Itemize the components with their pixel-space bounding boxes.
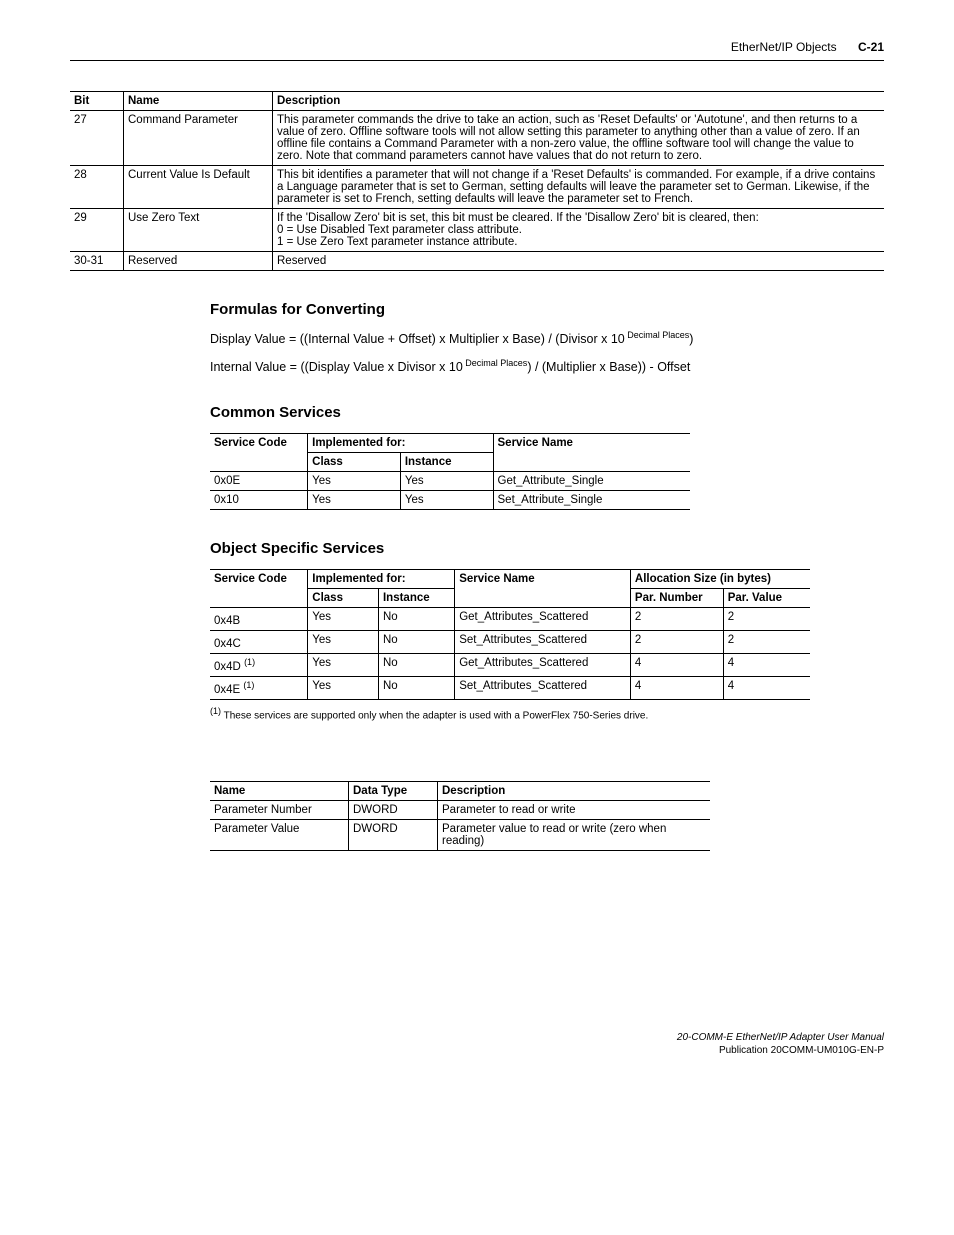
table-row: 27 Command Parameter This parameter comm…: [70, 111, 884, 166]
footer-pub: Publication 20COMM-UM010G-EN-P: [70, 1044, 884, 1057]
bit-table: Bit Name Description 27 Command Paramete…: [70, 91, 884, 271]
table-row: 0x4B Yes No Get_Attributes_Scattered 2 2: [210, 608, 810, 631]
table-row: Parameter Number DWORD Parameter to read…: [210, 800, 710, 819]
page-footer: 20-COMM-E EtherNet/IP Adapter User Manua…: [70, 1031, 884, 1057]
common-services-table: Service Code Implemented for: Service Na…: [210, 433, 690, 510]
footer-title: 20-COMM-E EtherNet/IP Adapter User Manua…: [70, 1031, 884, 1044]
formula-internal: Internal Value = ((Display Value x Divis…: [210, 358, 884, 374]
header-page: C-21: [858, 40, 884, 54]
table-row: 29 Use Zero Text If the 'Disallow Zero' …: [70, 209, 884, 252]
formulas-heading: Formulas for Converting: [210, 301, 884, 318]
table-row: 0x4D (1) Yes No Get_Attributes_Scattered…: [210, 653, 810, 676]
table-row: 28 Current Value Is Default This bit ide…: [70, 166, 884, 209]
name-table: Name Data Type Description Parameter Num…: [210, 781, 710, 851]
th-desc: Description: [273, 92, 885, 111]
object-services-table: Service Code Implemented for: Service Na…: [210, 569, 810, 699]
table-row: 0x10 Yes Yes Set_Attribute_Single: [210, 491, 690, 510]
table-row: 0x4C Yes No Set_Attributes_Scattered 2 2: [210, 631, 810, 654]
page-header: EtherNet/IP Objects C-21: [70, 40, 884, 61]
common-heading: Common Services: [210, 404, 884, 421]
header-section: EtherNet/IP Objects: [731, 40, 837, 54]
object-footnote: (1) These services are supported only wh…: [210, 706, 884, 721]
formula-display: Display Value = ((Internal Value + Offse…: [210, 330, 884, 346]
object-heading: Object Specific Services: [210, 540, 884, 557]
table-row: Parameter Value DWORD Parameter value to…: [210, 819, 710, 850]
table-row: 30-31 Reserved Reserved: [70, 252, 884, 271]
table-row: 0x0E Yes Yes Get_Attribute_Single: [210, 472, 690, 491]
th-bit: Bit: [70, 92, 124, 111]
table-row: 0x4E (1) Yes No Set_Attributes_Scattered…: [210, 676, 810, 699]
th-name: Name: [124, 92, 273, 111]
